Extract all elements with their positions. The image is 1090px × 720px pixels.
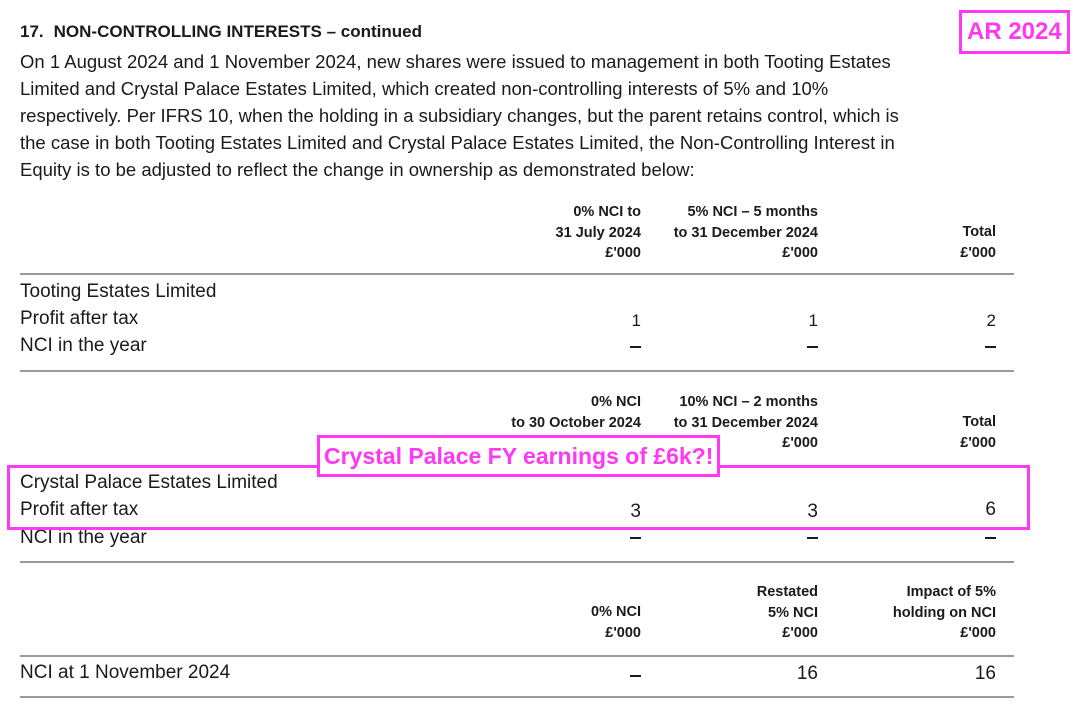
table-rule — [20, 370, 1014, 372]
paragraph-line: the case in both Tooting Estates Limited… — [20, 132, 895, 153]
t1-col1-header: 0% NCI to 31 July 2024 £'000 — [555, 204, 641, 261]
t3-col2-header: Restated 5% NCI £'000 — [756, 584, 818, 641]
paragraph-line: Equity is to be adjusted to reflect the … — [20, 159, 695, 180]
t2-col3-header: Total £'000 — [960, 414, 996, 451]
row-label: NCI in the year — [20, 335, 147, 356]
t3-col1-header: 0% NCI £'000 — [591, 604, 641, 641]
table-rule — [20, 655, 1014, 657]
paragraph-line: respectively. Per IFRS 10, when the hold… — [20, 105, 899, 126]
nil-dash — [985, 346, 996, 348]
highlight-callout: Crystal Palace FY earnings of £6k?! — [317, 435, 721, 477]
nil-dash — [630, 346, 641, 348]
table-rule — [20, 273, 1014, 275]
annual-report-tag: AR 2024 — [959, 10, 1070, 54]
table-cell: 1 — [808, 311, 818, 330]
t1-col2-header: 5% NCI – 5 months to 31 December 2024 £'… — [673, 204, 818, 261]
section-title: NON-CONTROLLING INTERESTS – continued — [53, 22, 422, 41]
table-cell: 6 — [985, 499, 996, 520]
table-cell: 1 — [631, 311, 641, 330]
table-cell: 3 — [630, 501, 641, 522]
row-label: Profit after tax — [20, 499, 139, 520]
section-heading: 17. NON-CONTROLLING INTERESTS – continued — [20, 22, 422, 42]
paragraph-line: On 1 August 2024 and 1 November 2024, ne… — [20, 51, 891, 72]
table-cell: 16 — [796, 663, 818, 684]
t2-col1-header: 0% NCI to 30 October 2024 — [511, 394, 641, 431]
section-number: 17. — [20, 22, 44, 41]
nil-dash — [630, 675, 641, 677]
nil-dash — [985, 537, 996, 539]
nil-dash — [807, 537, 818, 539]
row-label: Profit after tax — [20, 308, 139, 329]
intro-paragraph: On 1 August 2024 and 1 November 2024, ne… — [20, 48, 1010, 183]
table-cell: 3 — [807, 501, 818, 522]
row-label: NCI in the year — [20, 527, 147, 548]
t1-col3-header: Total £'000 — [960, 224, 996, 261]
table-rule — [20, 696, 1014, 698]
company-name: Tooting Estates Limited — [20, 281, 217, 302]
table-cell: 16 — [974, 663, 996, 684]
t3-col3-header: Impact of 5% holding on NCI £'000 — [892, 584, 996, 641]
table-rule — [20, 561, 1014, 563]
row-label: NCI at 1 November 2024 — [20, 662, 231, 683]
nil-dash — [630, 537, 641, 539]
t2-col2-header: 10% NCI – 2 months to 31 December 2024 £… — [673, 394, 818, 451]
table-cell: 2 — [986, 311, 996, 330]
paragraph-line: Limited and Crystal Palace Estates Limit… — [20, 78, 829, 99]
nil-dash — [807, 346, 818, 348]
company-name: Crystal Palace Estates Limited — [20, 472, 278, 493]
